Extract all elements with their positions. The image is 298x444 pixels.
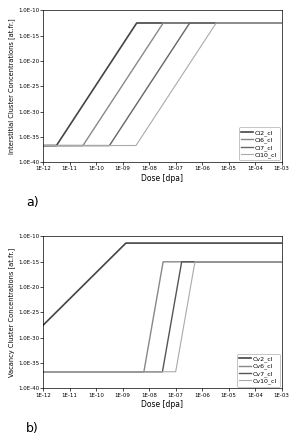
Ci7_cl (143, 88, 147, 94)
Legend: Ci2_cl, Ci6_cl, Ci7_cl, Ci10_cl: Ci2_cl, Ci6_cl, Ci7_cl, Ci10_cl (239, 127, 280, 160)
Ci7_cl (275, 20, 279, 26)
Ci6_cl (280, 20, 283, 26)
Cv7_cl (133, 369, 136, 374)
Cv2_cl (83, 281, 86, 287)
Y-axis label: Interstitial Cluster Concentrations [at.fr.]: Interstitial Cluster Concentrations [at.… (8, 19, 15, 154)
Cv2_cl (69, 295, 72, 301)
Cv2_cl (124, 240, 128, 246)
Ci6_cl (41, 143, 45, 148)
Ci6_cl (143, 48, 147, 53)
Ci6_cl (161, 20, 165, 26)
Ci2_cl (69, 122, 72, 127)
Ci6_cl (275, 20, 279, 26)
Ci7_cl (41, 143, 45, 148)
Ci2_cl (275, 20, 279, 26)
Cv7_cl (280, 259, 283, 265)
Cv6_cl (275, 259, 279, 265)
Ci2_cl (143, 20, 147, 26)
Ci2_cl (250, 20, 253, 26)
Line: Ci6_cl: Ci6_cl (43, 23, 282, 146)
Ci10_cl (250, 20, 253, 26)
Cv6_cl (69, 369, 72, 374)
Cv10_cl (250, 259, 253, 265)
Cv10_cl (69, 369, 72, 374)
Line: Ci10_cl: Ci10_cl (43, 23, 282, 146)
Ci7_cl (280, 20, 283, 26)
Cv6_cl (143, 363, 147, 368)
Ci10_cl (41, 143, 45, 148)
Cv7_cl (143, 369, 147, 374)
Cv10_cl (143, 369, 147, 374)
Ci6_cl (133, 64, 136, 69)
Cv2_cl (250, 240, 253, 246)
Line: Cv6_cl: Cv6_cl (43, 262, 282, 372)
Ci10_cl (143, 129, 147, 135)
Cv10_cl (275, 259, 279, 265)
Ci2_cl (83, 100, 86, 105)
Ci10_cl (280, 20, 283, 26)
Ci2_cl (41, 143, 45, 148)
Ci6_cl (69, 143, 72, 148)
Cv7_cl (83, 369, 86, 374)
Cv2_cl (143, 240, 147, 246)
Line: Cv2_cl: Cv2_cl (43, 243, 282, 325)
X-axis label: Dose [dpa]: Dose [dpa] (142, 174, 184, 183)
Cv10_cl (133, 369, 136, 374)
Ci10_cl (275, 20, 279, 26)
Legend: Cv2_cl, Cv6_cl, Cv7_cl, Cv10_cl: Cv2_cl, Cv6_cl, Cv7_cl, Cv10_cl (237, 353, 280, 387)
Cv7_cl (180, 259, 184, 265)
Ci6_cl (250, 20, 253, 26)
Cv7_cl (41, 369, 45, 374)
X-axis label: Dose [dpa]: Dose [dpa] (142, 400, 184, 409)
Line: Ci2_cl: Ci2_cl (43, 23, 282, 146)
Ci2_cl (135, 20, 138, 26)
Cv10_cl (41, 369, 45, 374)
Ci7_cl (69, 143, 72, 148)
Cv7_cl (250, 259, 253, 265)
Ci7_cl (133, 104, 136, 110)
Line: Cv7_cl: Cv7_cl (43, 262, 282, 372)
Text: b): b) (26, 422, 38, 435)
Cv6_cl (133, 369, 136, 374)
Line: Ci7_cl: Ci7_cl (43, 23, 282, 146)
Cv7_cl (69, 369, 72, 374)
Cv2_cl (275, 240, 279, 246)
Ci10_cl (69, 143, 72, 148)
Cv6_cl (250, 259, 253, 265)
Ci10_cl (214, 20, 218, 26)
Ci7_cl (250, 20, 253, 26)
Cv2_cl (133, 240, 136, 246)
Cv10_cl (83, 369, 86, 374)
Ci7_cl (83, 143, 86, 148)
Ci6_cl (83, 140, 86, 146)
Ci2_cl (133, 24, 136, 29)
Text: a): a) (26, 196, 38, 209)
Ci10_cl (133, 143, 136, 148)
Cv10_cl (280, 259, 283, 265)
Ci2_cl (280, 20, 283, 26)
Ci10_cl (83, 143, 86, 148)
Cv7_cl (275, 259, 279, 265)
Ci7_cl (188, 20, 192, 26)
Cv2_cl (280, 240, 283, 246)
Cv6_cl (41, 369, 45, 374)
Cv2_cl (41, 322, 45, 328)
Line: Cv10_cl: Cv10_cl (43, 262, 282, 372)
Cv6_cl (161, 259, 165, 265)
Y-axis label: Vacancy Cluster Concentrations [at.fr.]: Vacancy Cluster Concentrations [at.fr.] (8, 248, 15, 377)
Cv6_cl (83, 369, 86, 374)
Cv6_cl (280, 259, 283, 265)
Cv10_cl (193, 259, 197, 265)
